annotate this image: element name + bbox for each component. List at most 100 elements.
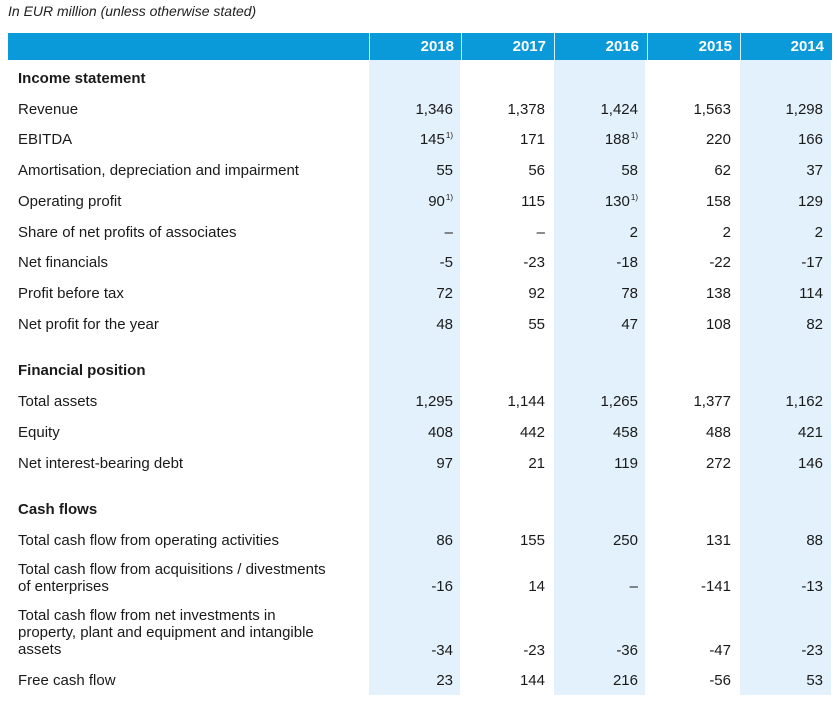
cell-value: 1,563: [693, 101, 731, 118]
table-cell: 1,377: [651, 393, 731, 410]
table-cell: -16: [373, 578, 453, 595]
year-header-2015: 2015: [698, 38, 732, 55]
table-cell: 421: [743, 424, 823, 441]
table-cell: 901): [373, 193, 453, 210]
row-label: Equity: [18, 424, 60, 441]
year-header-2018: 2018: [420, 38, 454, 55]
table-cell: 1,378: [465, 101, 545, 118]
table-cell: -13: [743, 578, 823, 595]
cell-value: -23: [523, 642, 545, 659]
row-label: Total assets: [18, 393, 98, 410]
section-income-statement: Income statement: [18, 70, 146, 87]
cell-value: 119: [614, 455, 638, 472]
cell-value: 442: [519, 424, 545, 441]
year-header-2016: 2016: [605, 38, 639, 55]
table-cell: 2: [651, 224, 731, 241]
table-cell: 53: [743, 672, 823, 689]
cell-value: 82: [806, 316, 823, 333]
cell-value: 1,377: [693, 393, 731, 410]
table-cell: 408: [373, 424, 453, 441]
cell-value: 188: [604, 131, 630, 148]
cell-value: -17: [801, 254, 823, 271]
table-cell: -23: [465, 254, 545, 271]
table-cell: 458: [558, 424, 638, 441]
column-shade-2014: [740, 57, 831, 695]
table-cell: 166: [743, 131, 823, 148]
cell-value: 138: [705, 285, 731, 302]
table-cell: 97: [373, 455, 453, 472]
cell-value: 58: [621, 162, 638, 179]
cell-value: 2: [629, 224, 638, 241]
row-label: EBITDA: [18, 131, 73, 148]
table-cell: 55: [373, 162, 453, 179]
table-cell: 23: [373, 672, 453, 689]
cell-value: 55: [528, 316, 545, 333]
table-cell: -22: [651, 254, 731, 271]
cell-value: 1,298: [785, 101, 823, 118]
cell-value: 14: [528, 578, 545, 595]
table-cell: 72: [373, 285, 453, 302]
table-cell: –: [465, 224, 545, 241]
cell-value: 48: [436, 316, 453, 333]
table-cell: 129: [743, 193, 823, 210]
row-label: Total cash flow from acquisitions / dive…: [18, 561, 326, 595]
footnote-marker: 1): [445, 131, 453, 140]
table-cell: -17: [743, 254, 823, 271]
cell-value: 21: [528, 455, 545, 472]
footnote-marker: 1): [630, 131, 638, 140]
cell-value: 171: [519, 131, 545, 148]
table-cell: -23: [465, 642, 545, 659]
table-cell: 48: [373, 316, 453, 333]
cell-value: -18: [616, 254, 638, 271]
cell-value: 408: [427, 424, 453, 441]
column-shade-2018: [369, 57, 460, 695]
cell-value: -141: [700, 578, 731, 595]
section-financial-position: Financial position: [18, 362, 146, 379]
cell-value: 272: [705, 455, 731, 472]
table-cell: –: [373, 224, 453, 241]
cell-value: –: [444, 224, 453, 241]
cell-value: -36: [616, 642, 638, 659]
table-cell: 220: [651, 131, 731, 148]
table-cell: 21: [465, 455, 545, 472]
cell-value: 129: [797, 193, 823, 210]
row-label: Amortisation, depreciation and impairmen…: [18, 162, 299, 179]
table-cell: -34: [373, 642, 453, 659]
cell-value: 1,295: [415, 393, 453, 410]
cell-value: -16: [431, 578, 453, 595]
table-cell: 1,295: [373, 393, 453, 410]
table-cell: 1,162: [743, 393, 823, 410]
cell-value: 421: [797, 424, 823, 441]
row-label: Revenue: [18, 101, 79, 118]
table-cell: 1,424: [558, 101, 638, 118]
table-cell: 86: [373, 532, 453, 549]
cell-value: 97: [436, 455, 453, 472]
row-label: Profit before tax: [18, 285, 124, 302]
cell-value: 2: [814, 224, 823, 241]
cell-value: 72: [436, 285, 453, 302]
row-label-line: property, plant and equipment and intang…: [18, 624, 314, 641]
table-cell: 1,144: [465, 393, 545, 410]
header-divider: [554, 33, 555, 60]
header-divider: [647, 33, 648, 60]
cell-value: 114: [799, 285, 823, 302]
table-cell: 1,346: [373, 101, 453, 118]
cell-value: 90: [428, 193, 445, 210]
row-label: Total cash flow from net investments in p…: [18, 607, 314, 658]
table-cell: -5: [373, 254, 453, 271]
cell-value: -23: [523, 254, 545, 271]
row-label: Operating profit: [18, 193, 122, 210]
table-cell: –: [558, 578, 638, 595]
year-header-2014: 2014: [790, 38, 824, 55]
table-cell: 119: [558, 455, 638, 472]
cell-value: 78: [621, 285, 638, 302]
row-label: Net interest-bearing debt: [18, 455, 184, 472]
cell-value: 488: [705, 424, 731, 441]
cell-value: 115: [521, 193, 545, 210]
table-cell: 55: [465, 316, 545, 333]
table-cell: 37: [743, 162, 823, 179]
table-cell: 131: [651, 532, 731, 549]
table-cell: 442: [465, 424, 545, 441]
table-cell: 216: [558, 672, 638, 689]
cell-value: 53: [806, 672, 823, 689]
